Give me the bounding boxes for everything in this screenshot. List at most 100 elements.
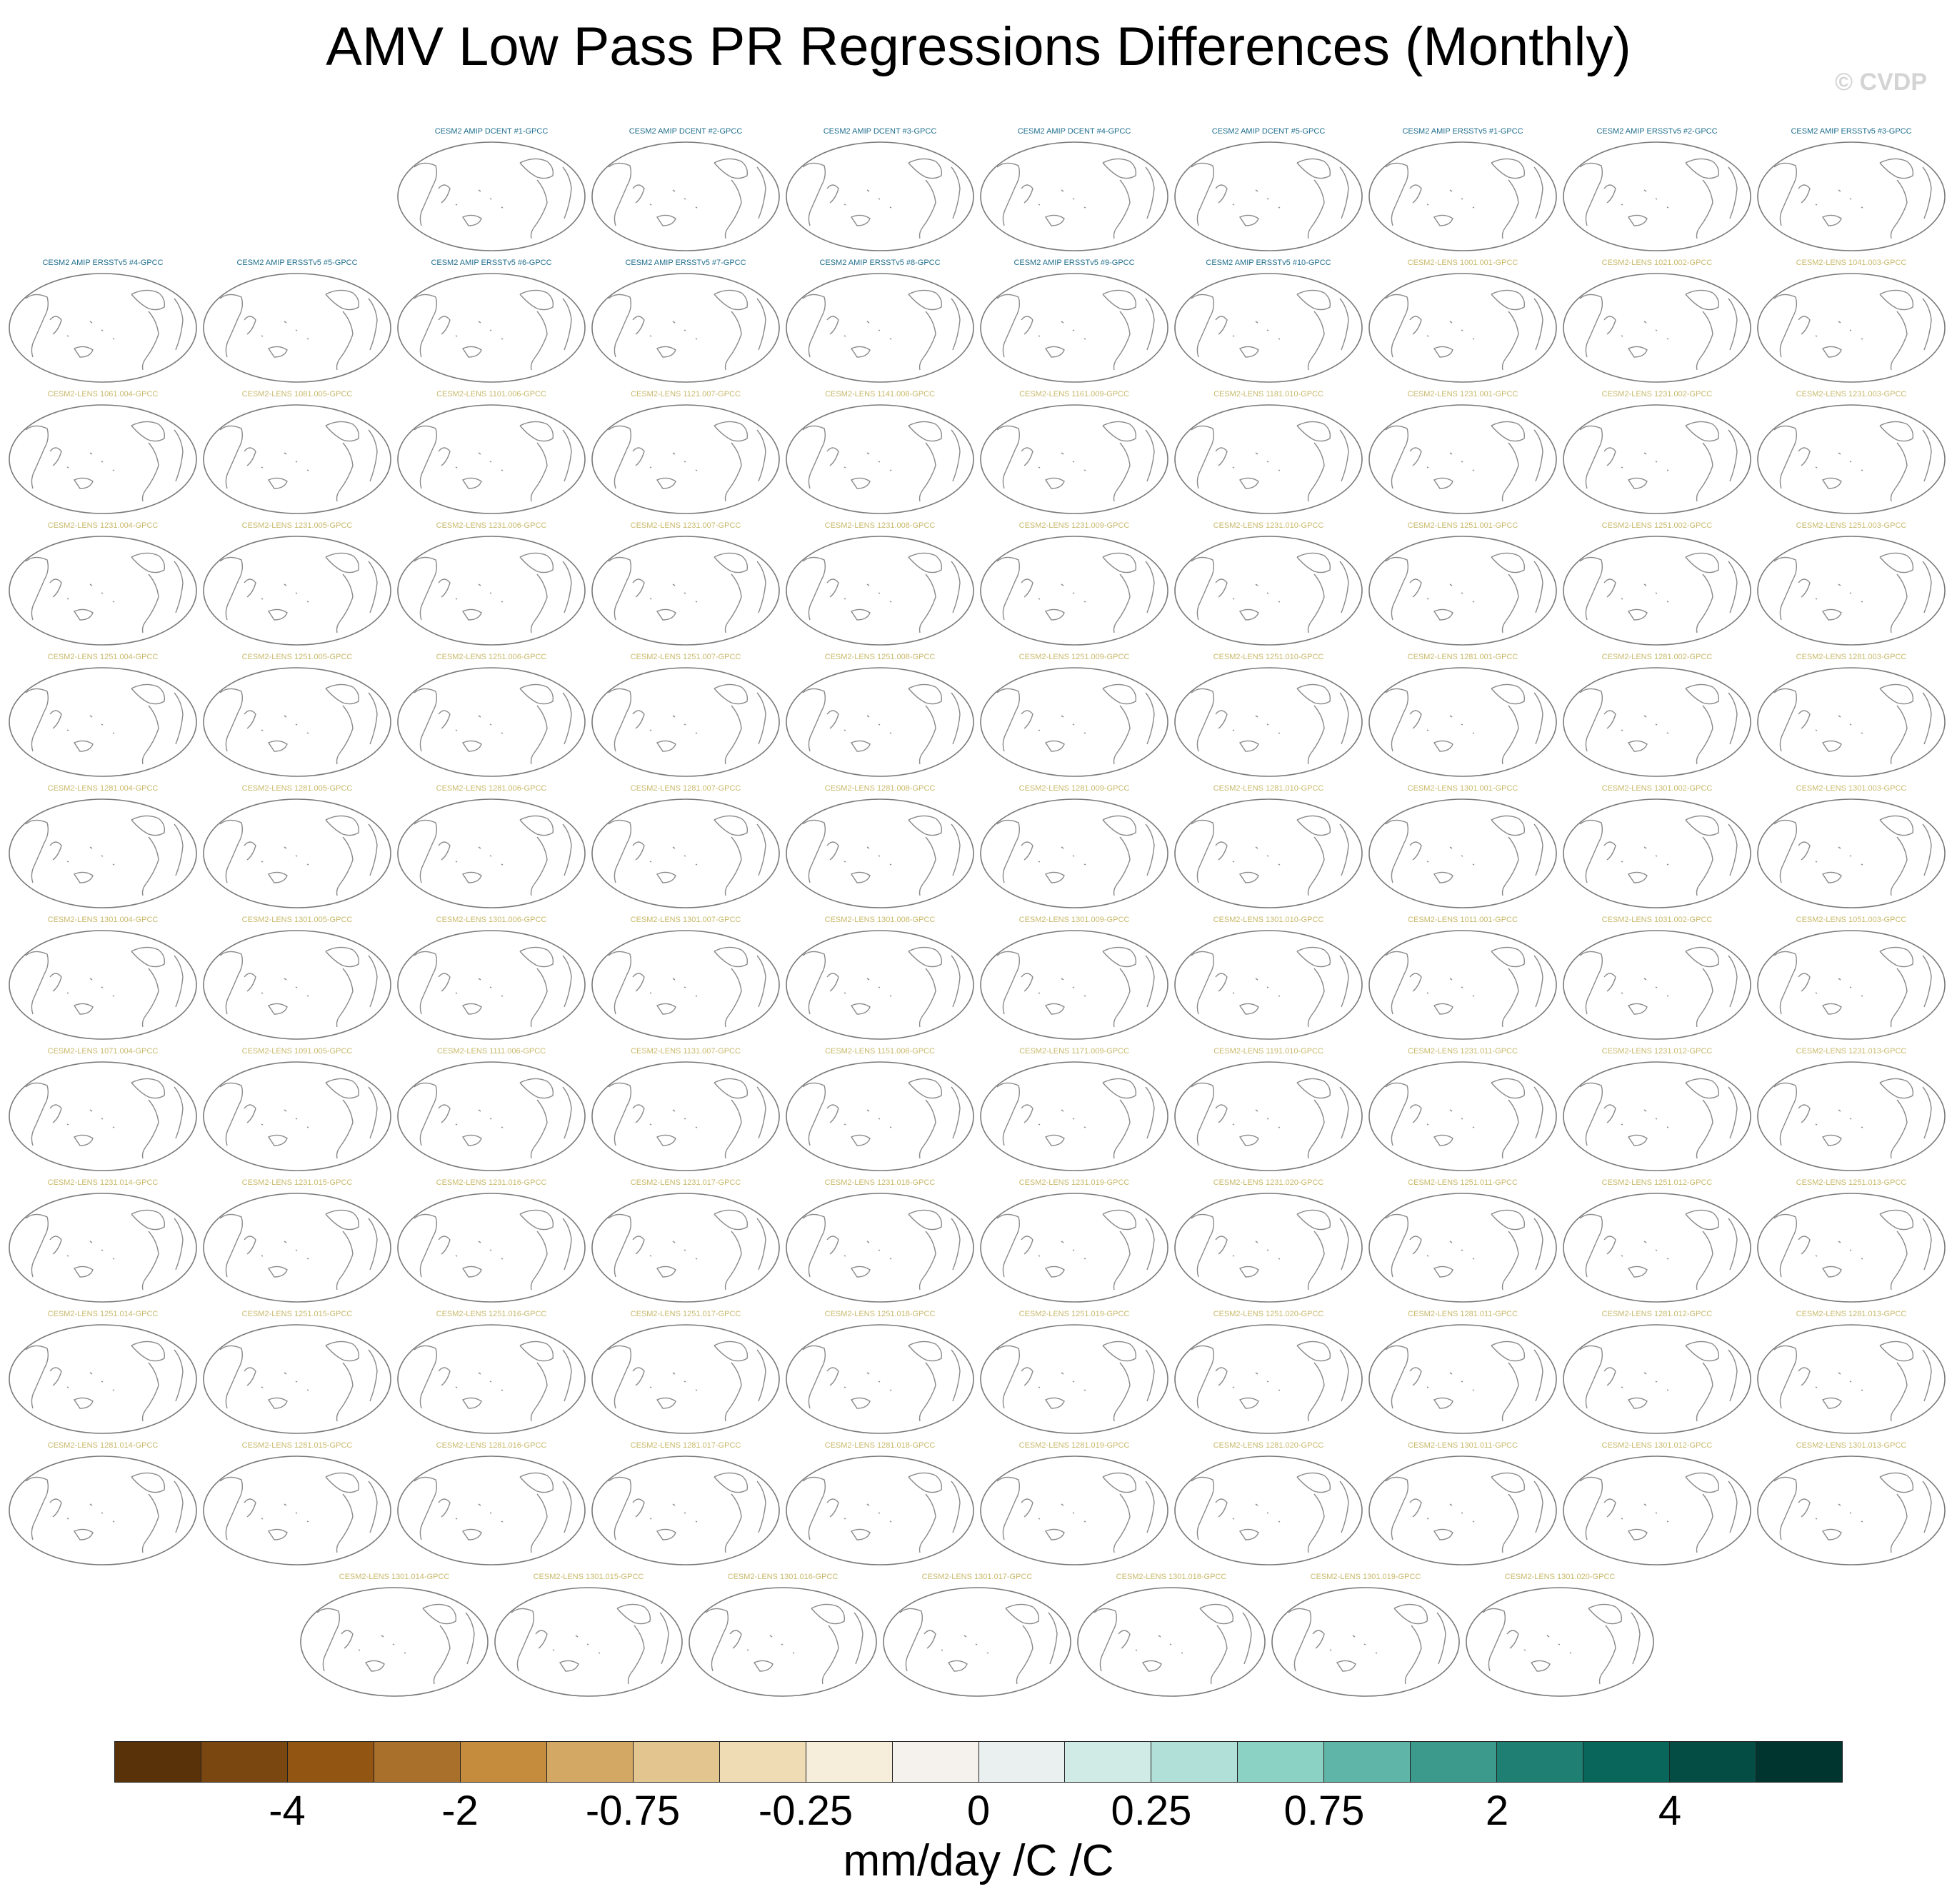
map-panel: CESM2-LENS 1251.020-GPCC bbox=[1171, 1310, 1366, 1438]
coastline bbox=[261, 1109, 309, 1128]
map-panel: CESM2 AMIP ERSSTv5 #3-GPCC bbox=[1754, 127, 1948, 256]
coastline bbox=[49, 973, 62, 992]
map-panel: CESM2-LENS 1251.018-GPCC bbox=[783, 1310, 977, 1438]
coastline bbox=[1501, 1362, 1519, 1422]
coastline bbox=[826, 1104, 839, 1123]
coastline bbox=[1879, 815, 1914, 836]
panel-title: CESM2-LENS 1061.004-GPCC bbox=[47, 390, 159, 399]
map-outline bbox=[397, 536, 586, 646]
coastline bbox=[530, 179, 548, 239]
globe-map bbox=[591, 404, 780, 514]
globe-map bbox=[203, 930, 391, 1040]
panel-title: CESM2-LENS 1231.017-GPCC bbox=[630, 1178, 741, 1187]
coastline bbox=[562, 1349, 572, 1402]
coastline bbox=[461, 608, 482, 621]
coastline bbox=[1890, 1362, 1908, 1422]
coastline bbox=[1696, 179, 1713, 239]
globe-map bbox=[1757, 667, 1946, 777]
coastline bbox=[66, 1503, 115, 1523]
coastline bbox=[1409, 1498, 1422, 1518]
coastline bbox=[1506, 1630, 1519, 1649]
coastline bbox=[1238, 346, 1259, 358]
coastline bbox=[996, 688, 1021, 752]
colorbar-swatch bbox=[1756, 1742, 1843, 1782]
coastline bbox=[1890, 1493, 1908, 1553]
coastline bbox=[996, 1345, 1021, 1409]
coastline bbox=[49, 578, 62, 598]
coastline bbox=[1296, 946, 1331, 968]
coastline bbox=[1426, 1372, 1475, 1391]
coastline bbox=[1821, 1003, 1842, 1015]
map-outline bbox=[1757, 930, 1946, 1040]
coastline bbox=[1621, 846, 1669, 866]
coastline bbox=[1118, 1630, 1131, 1649]
coastline bbox=[1773, 425, 1798, 489]
map-outline bbox=[1368, 1193, 1557, 1303]
coastline bbox=[1044, 740, 1065, 752]
coastline bbox=[414, 556, 438, 621]
coastline bbox=[1296, 1078, 1331, 1099]
panel-title: CESM2-LENS 1251.019-GPCC bbox=[1018, 1310, 1130, 1318]
panel-title: CESM2-LENS 1151.008-GPCC bbox=[825, 1047, 935, 1056]
panel-title: CESM2-LENS 1251.017-GPCC bbox=[630, 1310, 741, 1318]
coastline bbox=[996, 1082, 1021, 1146]
coastline bbox=[850, 608, 871, 621]
globe-map bbox=[1757, 141, 1946, 251]
panel-title: CESM2 AMIP DCENT #5-GPCC bbox=[1211, 127, 1326, 136]
coastline bbox=[1044, 346, 1065, 358]
coastline bbox=[325, 1472, 360, 1493]
coastline bbox=[656, 214, 676, 226]
coastline bbox=[1044, 871, 1065, 883]
coastline bbox=[1627, 1397, 1648, 1409]
coastline bbox=[1433, 1397, 1453, 1409]
globe-map bbox=[1368, 536, 1557, 646]
coastline bbox=[1621, 321, 1669, 340]
coastline bbox=[850, 1003, 871, 1015]
coastline bbox=[438, 973, 451, 992]
globe-map bbox=[1368, 1455, 1557, 1565]
map-outline bbox=[1174, 667, 1363, 777]
map-panel: CESM2-LENS 1251.001-GPCC bbox=[1366, 521, 1560, 650]
coastline bbox=[714, 552, 749, 573]
map-panel: CESM2-LENS 1231.013-GPCC bbox=[1754, 1047, 1948, 1176]
coastline bbox=[632, 1236, 645, 1255]
coastline bbox=[756, 955, 766, 1008]
coastline bbox=[724, 836, 742, 896]
map-panel: CESM2-LENS 1231.002-GPCC bbox=[1560, 390, 1754, 518]
coastline bbox=[608, 1082, 632, 1146]
globe-map bbox=[786, 141, 974, 251]
map-panel: CESM2 AMIP DCENT #2-GPCC bbox=[589, 127, 783, 256]
map-outline bbox=[203, 1455, 391, 1565]
coastline bbox=[714, 946, 749, 968]
coastline bbox=[562, 1086, 572, 1139]
coastline bbox=[1491, 158, 1526, 179]
map-panel: CESM2-LENS 1231.017-GPCC bbox=[589, 1178, 783, 1307]
coastline bbox=[1579, 1476, 1603, 1540]
coastline bbox=[729, 1630, 742, 1649]
map-panel: CESM2 AMIP ERSSTv5 #10-GPCC bbox=[1171, 259, 1366, 387]
coastline bbox=[1044, 1003, 1065, 1015]
coastline bbox=[519, 1209, 554, 1231]
panel-title: CESM2-LENS 1251.015-GPCC bbox=[241, 1310, 353, 1318]
globe-map bbox=[1368, 1193, 1557, 1303]
coastline bbox=[1579, 294, 1603, 358]
coastline bbox=[1210, 1625, 1228, 1685]
coastline bbox=[649, 978, 698, 997]
coastline bbox=[1044, 1266, 1065, 1278]
coastline bbox=[1232, 978, 1281, 997]
panel-title: CESM2-LENS 1121.007-GPCC bbox=[631, 390, 741, 399]
coastline bbox=[649, 452, 698, 471]
panel-title: CESM2-LENS 1231.015-GPCC bbox=[241, 1178, 353, 1187]
coastline bbox=[530, 311, 548, 371]
map-panel: CESM2-LENS 1301.010-GPCC bbox=[1171, 916, 1366, 1044]
coastline bbox=[1232, 1503, 1281, 1523]
coastline bbox=[1426, 583, 1475, 603]
coastline bbox=[438, 184, 451, 204]
coastline bbox=[336, 836, 354, 896]
map-outline bbox=[203, 404, 391, 514]
map-panel: CESM2-LENS 1081.005-GPCC bbox=[200, 390, 394, 518]
coastline bbox=[1307, 311, 1325, 371]
map-panel: CESM2-LENS 1051.003-GPCC bbox=[1754, 916, 1948, 1044]
coastline bbox=[1501, 1231, 1519, 1291]
coastline bbox=[1409, 1367, 1422, 1386]
